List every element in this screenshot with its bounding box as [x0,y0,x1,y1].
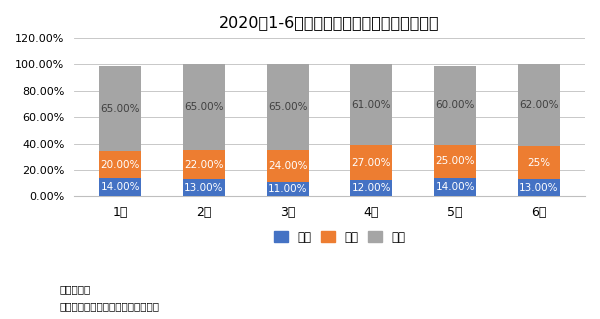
Bar [183,179,225,196]
Text: 13.00%: 13.00% [519,183,559,193]
Bar [183,64,225,150]
Bar [518,146,560,179]
Bar [350,64,392,145]
Text: 中国工程机械工业协会挖掘机械分会: 中国工程机械工业协会挖掘机械分会 [60,301,160,311]
Text: 11.00%: 11.00% [268,184,307,194]
Bar [267,150,308,182]
Bar [518,64,560,146]
Bar [434,178,476,196]
Text: 12.00%: 12.00% [352,183,391,193]
Text: 65.00%: 65.00% [268,102,307,112]
Bar [99,66,141,152]
Bar [267,182,308,196]
Bar [350,181,392,196]
Bar [434,66,476,145]
Text: 14.00%: 14.00% [436,182,475,192]
Text: 25%: 25% [527,158,550,167]
Text: 14.00%: 14.00% [100,182,140,192]
Text: 65.00%: 65.00% [184,102,224,112]
Text: 20.00%: 20.00% [100,160,140,170]
Bar [267,64,308,150]
Legend: 大挖, 中挖, 小挖: 大挖, 中挖, 小挖 [274,231,406,244]
Bar [183,150,225,179]
Text: 61.00%: 61.00% [352,100,391,110]
Text: 24.00%: 24.00% [268,161,307,171]
Text: 65.00%: 65.00% [100,104,140,114]
Bar [99,152,141,178]
Text: 27.00%: 27.00% [352,158,391,167]
Text: 25.00%: 25.00% [436,156,475,166]
Text: 60.00%: 60.00% [436,100,475,110]
Text: 13.00%: 13.00% [184,183,224,193]
Bar [99,178,141,196]
Text: 数据来源：: 数据来源： [60,284,91,294]
Text: 22.00%: 22.00% [184,160,224,170]
Title: 2020年1-6月国内市场大、中、小挖销量占比: 2020年1-6月国内市场大、中、小挖销量占比 [219,15,440,30]
Bar [434,145,476,178]
Bar [518,179,560,196]
Bar [350,145,392,181]
Text: 62.00%: 62.00% [519,100,559,110]
